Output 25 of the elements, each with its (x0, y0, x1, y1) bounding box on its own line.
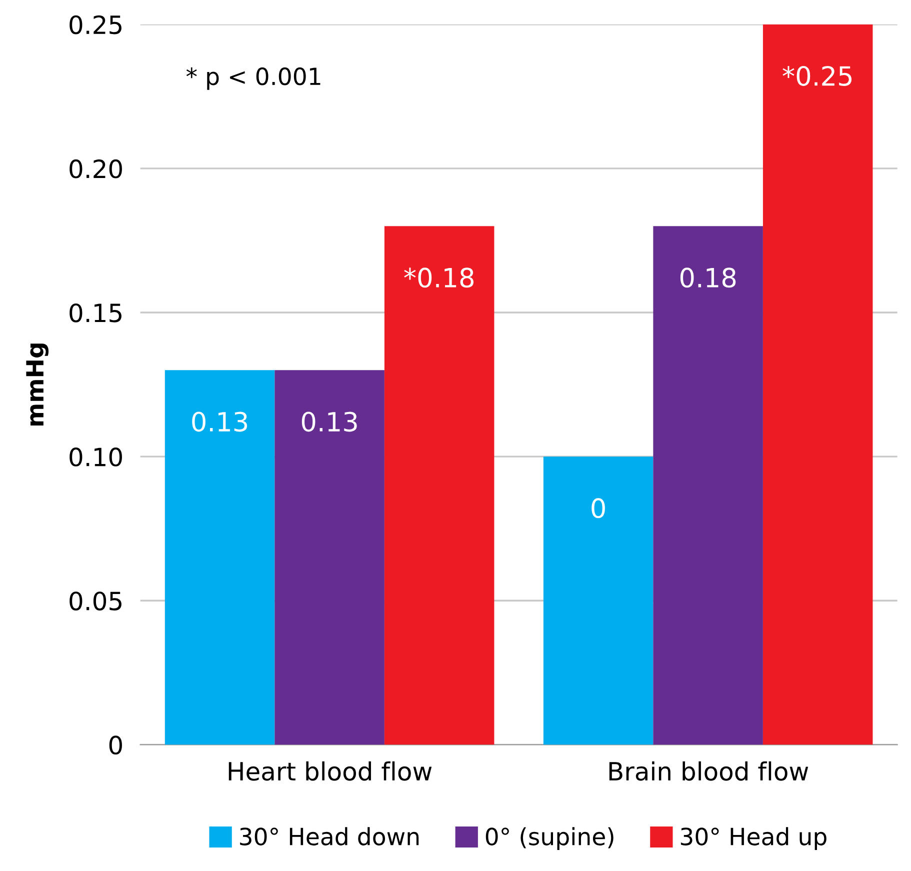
y-tick-label: 0.10 (70, 448, 122, 466)
legend-label: 30° Head down (240, 827, 419, 846)
y-axis-title: mmHg (26, 344, 49, 426)
data-label: 0 (592, 498, 605, 518)
data-label: 0.18 (680, 268, 736, 288)
y-tick-label: 0.25 (70, 15, 122, 34)
y-tick-label: 0.05 (70, 592, 122, 610)
y-tick-label: 0.20 (70, 159, 122, 178)
bar (762, 24, 873, 745)
bar (164, 370, 275, 745)
x-tick-label: Brain blood flow (609, 761, 808, 781)
data-label: 0.13 (302, 412, 357, 432)
data-label: *0.25 (782, 66, 852, 86)
data-label: 0.13 (192, 412, 248, 432)
legend-label: 30° Head up (680, 827, 826, 850)
bar (653, 226, 763, 745)
y-tick-label: 0.15 (70, 303, 122, 322)
bar (274, 370, 384, 745)
x-tick-label: Heart blood flow (228, 761, 432, 781)
y-tick-label: 0 (109, 736, 122, 755)
annotation: * p < 0.001 (186, 67, 320, 90)
legend-label: 0° (supine) (486, 827, 614, 850)
data-label: *0.18 (404, 268, 474, 288)
bar (543, 456, 654, 745)
bar (384, 226, 494, 745)
